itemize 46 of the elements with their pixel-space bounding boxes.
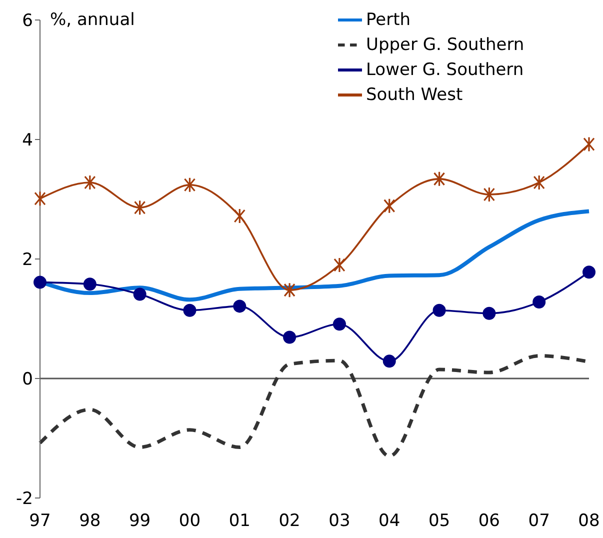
point <box>433 171 446 187</box>
point <box>582 266 596 279</box>
legend-label: Upper G. Southern <box>366 35 524 55</box>
x-tick-label: 01 <box>228 511 250 532</box>
x-tick-label: 00 <box>178 511 201 532</box>
point <box>532 296 546 309</box>
y-tick-label: -2 <box>16 489 33 510</box>
point <box>483 186 495 202</box>
point <box>533 174 545 190</box>
y-axis-title: %, annual <box>50 10 135 30</box>
legend-label: Lower G. Southern <box>366 60 524 80</box>
point <box>382 354 396 368</box>
y-tick-label: 6 <box>22 11 33 32</box>
point <box>34 276 46 289</box>
x-tick-label: 08 <box>578 511 600 532</box>
legend-label: South West <box>366 85 463 105</box>
x-tick-label: 05 <box>428 511 450 532</box>
point <box>283 330 296 344</box>
y-tick-label: 4 <box>22 130 33 151</box>
x-tick-label: 03 <box>328 511 350 532</box>
point <box>384 198 396 214</box>
point <box>184 177 196 193</box>
point <box>583 136 595 152</box>
point <box>34 190 46 206</box>
point <box>183 304 196 317</box>
point <box>233 300 246 313</box>
point <box>83 278 96 291</box>
point <box>332 318 346 331</box>
point <box>84 174 96 190</box>
point <box>134 200 146 216</box>
x-tick-label: 04 <box>378 511 400 532</box>
x-tick-label: 98 <box>79 511 101 532</box>
point <box>432 304 446 317</box>
point <box>284 282 296 298</box>
point <box>133 288 146 301</box>
y-tick-label: 0 <box>22 370 33 390</box>
y-tick-label: 2 <box>22 250 33 270</box>
x-tick-label: 07 <box>528 511 550 532</box>
point <box>334 257 346 273</box>
point <box>234 208 246 224</box>
x-tick-label: 06 <box>478 511 500 532</box>
point <box>482 306 496 320</box>
legend-label: Perth <box>366 10 411 30</box>
x-tick-label: 99 <box>129 511 151 532</box>
x-tick-label: 02 <box>278 511 300 532</box>
x-tick-label: 97 <box>29 511 51 532</box>
